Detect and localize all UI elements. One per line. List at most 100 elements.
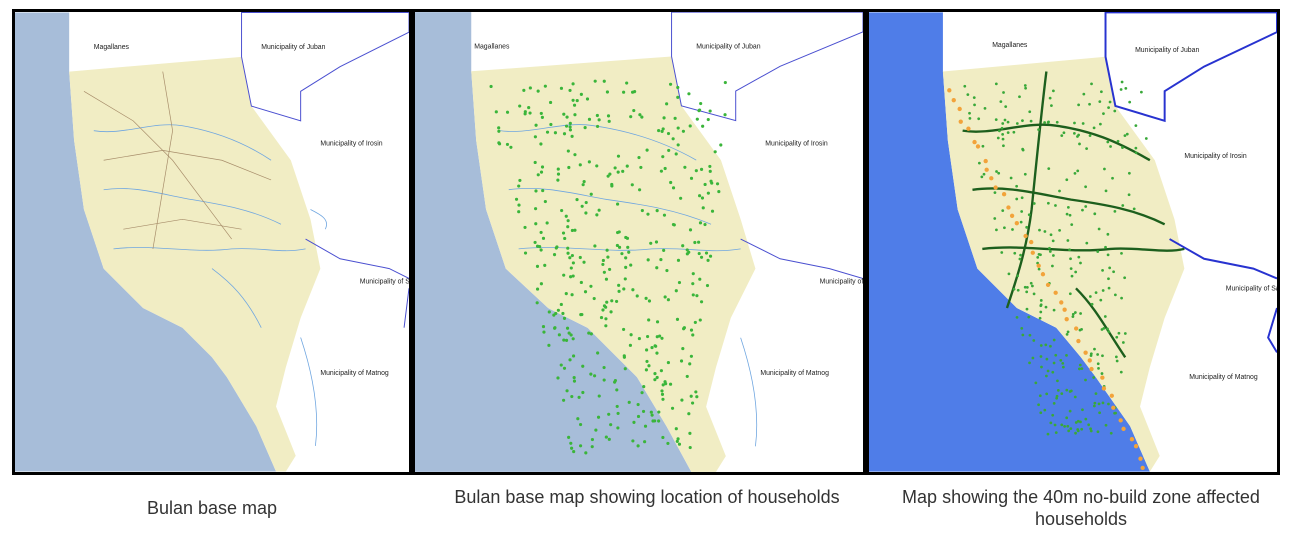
household-point	[581, 390, 585, 395]
household-point	[597, 118, 601, 122]
household-point	[1052, 338, 1056, 342]
household-point	[1093, 404, 1096, 408]
household-point	[584, 200, 588, 205]
household-point	[689, 354, 693, 358]
household-point	[973, 103, 976, 107]
household-point	[645, 148, 649, 152]
household-point	[643, 440, 647, 444]
household-point	[518, 104, 522, 108]
household-point	[1073, 311, 1077, 314]
household-point	[575, 197, 579, 202]
household-point	[723, 80, 727, 85]
household-point	[679, 196, 683, 200]
household-point	[1051, 239, 1055, 243]
household-point	[595, 213, 599, 217]
household-point	[1093, 212, 1097, 216]
household-point	[699, 101, 703, 106]
label-matnog: Municipality of Matnog	[320, 370, 389, 377]
affected-household-point	[966, 126, 971, 131]
affected-household-point	[1036, 263, 1041, 268]
household-point	[625, 81, 629, 85]
household-point	[655, 320, 660, 324]
household-point	[642, 384, 646, 389]
household-point	[640, 115, 644, 119]
household-point	[1039, 344, 1043, 347]
household-point	[1037, 403, 1040, 407]
household-point	[631, 288, 635, 292]
household-point	[1031, 356, 1035, 360]
household-point	[561, 231, 566, 235]
household-point	[605, 248, 609, 252]
household-point	[597, 394, 601, 398]
household-point	[703, 222, 707, 227]
household-point	[1002, 91, 1005, 94]
household-point	[1020, 196, 1024, 200]
household-point	[644, 368, 648, 372]
affected-household-point	[947, 88, 952, 93]
household-point	[706, 191, 710, 195]
household-point	[633, 90, 637, 94]
household-point	[655, 351, 659, 355]
household-point	[1093, 401, 1097, 405]
affected-household-point	[1059, 300, 1064, 305]
household-point	[1127, 171, 1131, 175]
household-point	[1065, 388, 1069, 392]
bulan-land	[942, 56, 1185, 472]
household-point	[573, 113, 577, 117]
household-point	[688, 228, 693, 232]
household-point	[539, 170, 544, 174]
household-point	[1096, 362, 1100, 366]
household-point	[1115, 335, 1119, 339]
household-point	[1112, 270, 1115, 274]
household-point	[1025, 286, 1029, 289]
household-point	[972, 96, 976, 100]
household-point	[606, 255, 610, 259]
household-point	[1024, 86, 1027, 90]
household-point	[695, 117, 699, 121]
bulan-land	[471, 56, 756, 472]
household-point	[706, 258, 710, 262]
household-point	[604, 435, 608, 439]
household-point	[584, 211, 588, 215]
household-point	[1071, 312, 1075, 316]
household-point	[535, 264, 540, 268]
household-point	[668, 82, 673, 86]
household-point	[662, 248, 666, 252]
household-point	[688, 362, 692, 366]
household-point	[573, 228, 577, 232]
household-point	[994, 118, 998, 121]
household-point	[1079, 261, 1082, 265]
household-point	[627, 400, 631, 404]
household-point	[1078, 142, 1081, 146]
household-point	[1065, 332, 1069, 336]
household-point	[665, 102, 669, 106]
household-point	[1080, 367, 1084, 371]
household-point	[1140, 90, 1143, 94]
household-point	[1107, 402, 1110, 406]
household-point	[604, 277, 609, 281]
household-point	[1055, 394, 1059, 398]
household-point	[662, 213, 667, 217]
household-point	[578, 163, 582, 167]
rivers	[93, 124, 327, 446]
label-magallanes: Magallanes	[992, 42, 1028, 49]
household-point	[666, 441, 670, 445]
household-point	[977, 117, 981, 121]
household-point	[705, 283, 710, 288]
base-map: Magallanes Municipality of Juban Municip…	[15, 12, 409, 472]
household-point	[679, 359, 684, 363]
household-point	[1044, 305, 1048, 309]
household-point	[570, 253, 574, 258]
household-point	[579, 422, 583, 427]
household-point	[566, 251, 570, 255]
household-point	[613, 378, 617, 383]
household-point	[1011, 228, 1014, 231]
household-point	[1094, 291, 1098, 295]
affected-household-point	[972, 139, 977, 145]
affected-household-point	[993, 185, 998, 190]
household-point	[517, 203, 521, 207]
household-point	[562, 273, 566, 277]
household-point	[606, 174, 610, 178]
household-point	[631, 439, 635, 443]
household-point	[624, 265, 628, 269]
